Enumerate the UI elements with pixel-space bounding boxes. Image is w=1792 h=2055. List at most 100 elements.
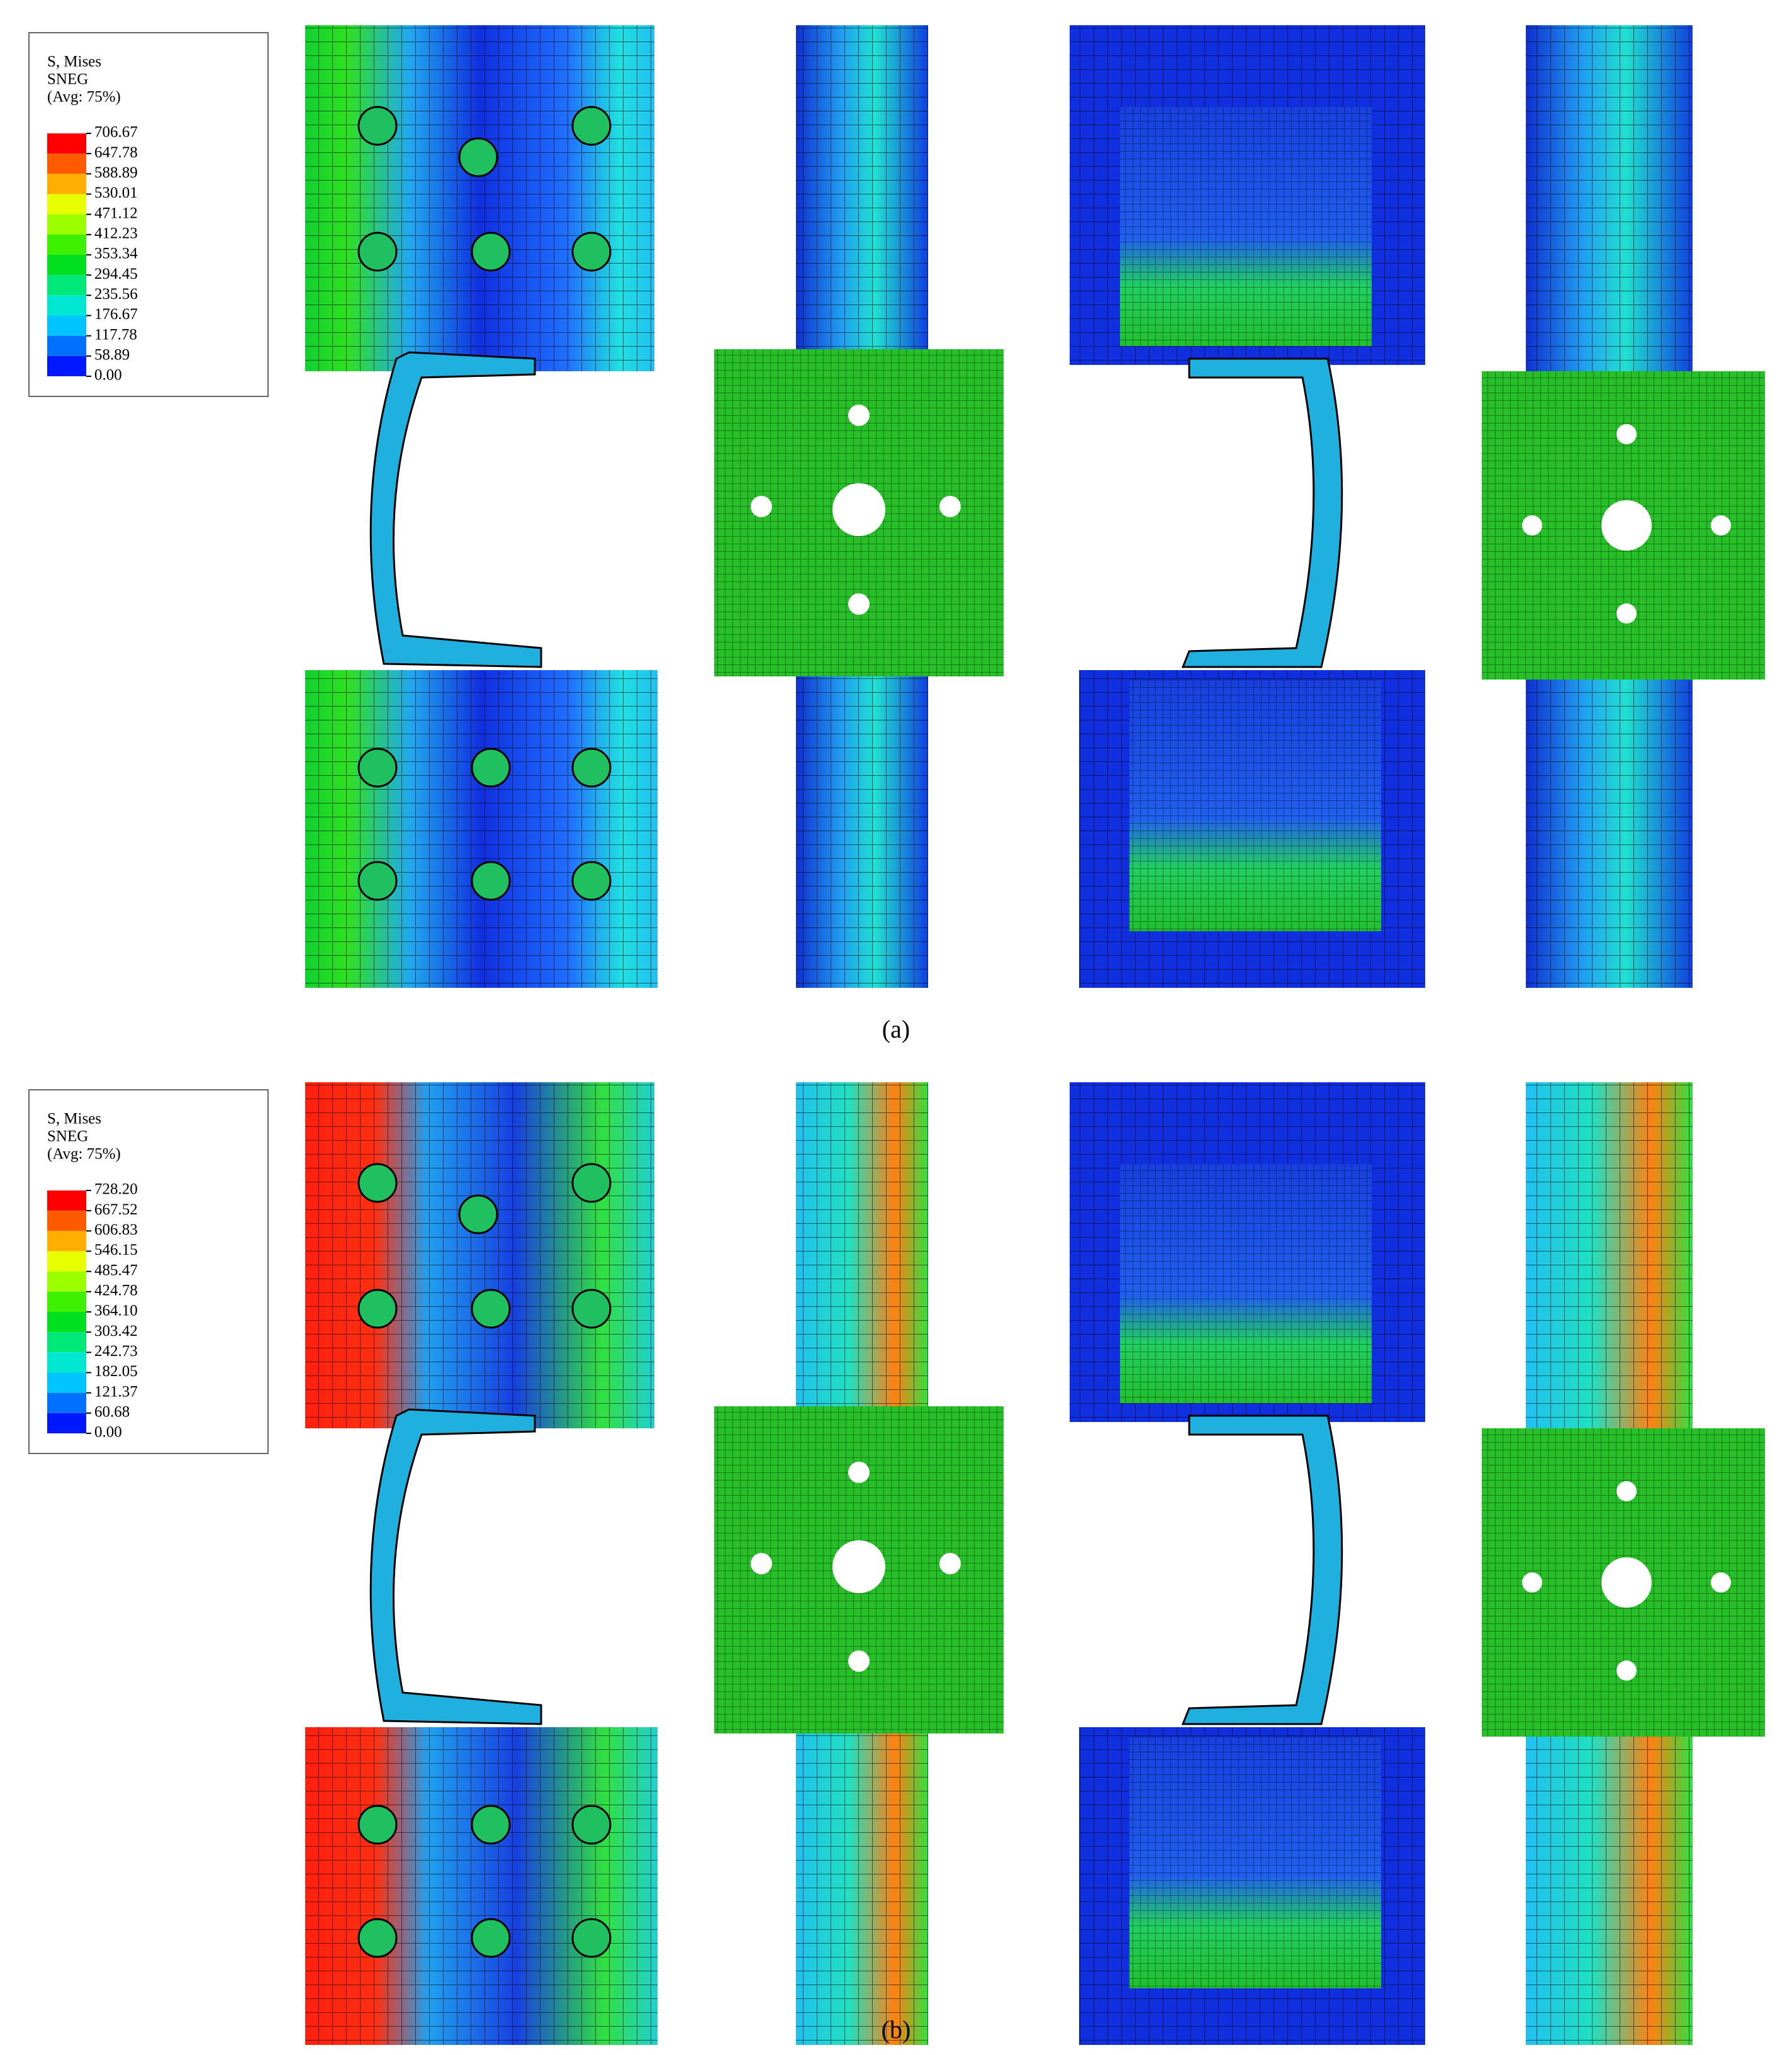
bolt xyxy=(357,1918,398,1958)
legend-value: 242.73 xyxy=(94,1343,138,1360)
block-inner-mesh xyxy=(1120,107,1372,346)
legend-value: 182.05 xyxy=(94,1363,138,1380)
legend-swatch xyxy=(47,154,86,174)
block-mesh xyxy=(305,25,654,371)
legend-value: 546.15 xyxy=(94,1241,138,1258)
bolt xyxy=(571,1918,612,1958)
bolt xyxy=(458,1194,498,1235)
block-mesh xyxy=(305,670,658,988)
legend-title: SNEG xyxy=(47,71,88,88)
legend-swatch xyxy=(47,1413,86,1433)
hole xyxy=(1601,1557,1652,1608)
legend-swatch xyxy=(47,356,86,376)
block-mesh xyxy=(305,1727,658,2045)
bolt xyxy=(357,748,398,788)
legend-value: 0.00 xyxy=(94,367,122,384)
bolt xyxy=(357,1163,398,1203)
hole xyxy=(1616,424,1637,444)
bolt xyxy=(357,1805,398,1845)
caption: (b) xyxy=(882,2015,911,2044)
legend-swatch xyxy=(47,295,86,316)
legend-value: 412.23 xyxy=(94,225,138,242)
bolt xyxy=(571,1289,612,1329)
legend-swatch xyxy=(47,234,86,255)
legend-value: 353.34 xyxy=(94,245,138,262)
legend-swatch xyxy=(47,315,86,336)
legend-value: 121.37 xyxy=(94,1383,138,1400)
legend-swatch xyxy=(47,1190,86,1211)
bolt xyxy=(571,861,612,901)
hole xyxy=(751,1553,772,1574)
legend-swatch xyxy=(47,174,86,194)
bolt xyxy=(571,1163,612,1203)
block-inner-mesh xyxy=(1120,1164,1372,1403)
legend-value: 303.42 xyxy=(94,1323,138,1340)
hole xyxy=(848,593,870,615)
bolt xyxy=(357,106,398,146)
legend-title: (Avg: 75%) xyxy=(47,89,121,106)
hole xyxy=(832,483,885,536)
bolt xyxy=(471,1918,511,1958)
bolt xyxy=(471,861,511,901)
legend-swatch xyxy=(47,1291,86,1312)
bolt xyxy=(471,748,511,788)
hole xyxy=(1616,1660,1637,1681)
legend-value: 60.68 xyxy=(94,1404,130,1421)
legend-value: 235.56 xyxy=(94,286,138,303)
hole xyxy=(1711,1572,1731,1593)
block-inner-mesh xyxy=(1129,1737,1381,1988)
legend-swatch xyxy=(47,1251,86,1272)
legend-swatch xyxy=(47,335,86,356)
fea-panel xyxy=(305,25,1765,988)
legend-swatch xyxy=(47,194,86,215)
legend-value: 364.10 xyxy=(94,1302,138,1319)
hole xyxy=(848,405,870,426)
legend-swatch xyxy=(47,1312,86,1333)
fea-panel xyxy=(305,1082,1765,2045)
legend-swatch xyxy=(47,1211,86,1231)
link xyxy=(1181,357,1343,668)
legend-swatch xyxy=(47,214,86,235)
legend-value: 424.78 xyxy=(94,1282,138,1299)
legend-swatch xyxy=(47,275,86,296)
legend-value: 647.78 xyxy=(94,144,138,161)
link xyxy=(1181,1414,1343,1725)
bolt xyxy=(571,232,612,272)
legend-value: 706.67 xyxy=(94,124,138,141)
bolt xyxy=(471,1805,511,1845)
legend-value: 485.47 xyxy=(94,1262,138,1279)
legend-swatch xyxy=(47,1231,86,1251)
bolt xyxy=(357,861,398,901)
hole xyxy=(1711,515,1731,535)
fea-images xyxy=(305,25,1765,2045)
legend-swatch xyxy=(47,1332,86,1353)
hole xyxy=(1616,1481,1637,1501)
legend-value: 588.89 xyxy=(94,164,138,181)
legend-swatch xyxy=(47,1271,86,1292)
hole xyxy=(939,1553,961,1574)
bolt xyxy=(357,232,398,272)
legend-swatch xyxy=(47,133,86,154)
legend-value: 667.52 xyxy=(94,1201,138,1218)
legend-title: S, Mises xyxy=(47,53,101,70)
legend-swatch xyxy=(47,1352,86,1373)
hole xyxy=(848,1462,870,1483)
block-inner-mesh xyxy=(1129,680,1381,931)
hole xyxy=(1522,1572,1542,1593)
legend-value: 471.12 xyxy=(94,204,138,221)
legend-swatch xyxy=(47,1372,86,1393)
bolt xyxy=(471,232,511,272)
hole xyxy=(848,1650,870,1672)
legend-value: 0.00 xyxy=(94,1424,122,1441)
legend-value: 294.45 xyxy=(94,266,138,283)
legend-value: 117.78 xyxy=(94,326,137,343)
legend-value: 530.01 xyxy=(94,184,138,201)
legend-title: S, Mises xyxy=(47,1111,101,1128)
hole xyxy=(1616,603,1637,624)
legend-value: 728.20 xyxy=(94,1181,138,1198)
legend-title: SNEG xyxy=(47,1128,88,1145)
block-mesh xyxy=(305,1082,654,1428)
hole xyxy=(939,496,961,517)
